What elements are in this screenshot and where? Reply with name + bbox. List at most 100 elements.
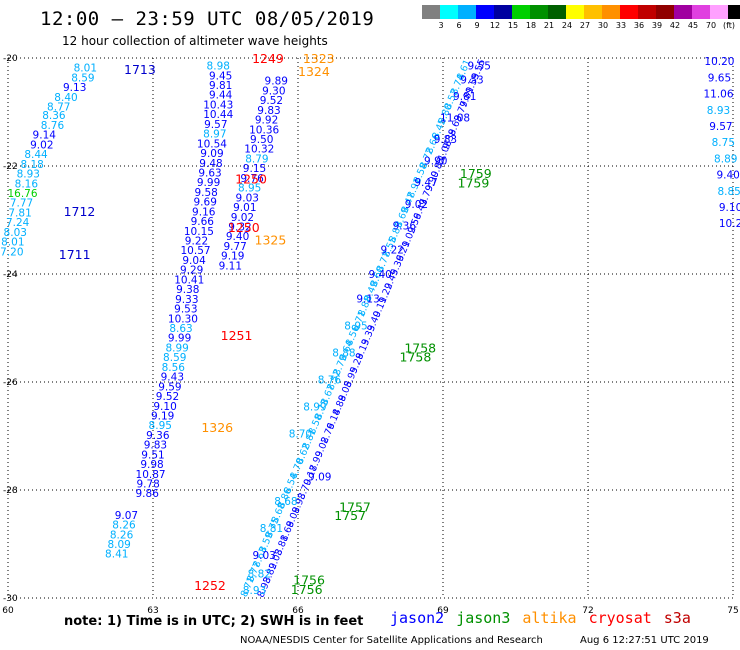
wave-height-label: 9.45: [209, 70, 232, 82]
wave-height-label: 9.03: [236, 192, 259, 204]
wave-height-label: 9.19: [221, 251, 244, 263]
wave-height-label: 10.57: [181, 245, 211, 257]
wave-height-label: 8.99: [303, 401, 326, 413]
color-swatch: [584, 5, 602, 19]
wave-height-label: 9.07: [115, 510, 138, 522]
wave-height-label: 9.36: [393, 220, 417, 232]
wave-height-label: 9.50: [250, 134, 273, 146]
color-swatch: [710, 5, 728, 19]
wave-height-label: 9.76: [240, 173, 264, 185]
wave-height-label: 9.77: [223, 241, 246, 253]
wave-height-label: 8.16: [15, 178, 39, 190]
color-swatch: [620, 5, 638, 19]
color-swatch: [458, 5, 476, 19]
color-swatch: [548, 5, 566, 19]
wave-height-label: 9.59: [158, 381, 181, 393]
x-tick-label: 75: [727, 606, 738, 616]
wave-height-label: 10.54: [197, 138, 227, 150]
color-swatch: [494, 5, 512, 19]
wave-height-label: 10.43: [203, 99, 233, 111]
wave-height-label: 9.78: [136, 479, 159, 491]
wave-height-label: 9.57: [204, 119, 227, 131]
wave-height-label: 7.20: [0, 246, 23, 258]
wave-height-label: 9.63: [198, 167, 221, 179]
color-scale-label: 45: [687, 21, 699, 30]
color-scale-label: 15: [507, 21, 519, 30]
color-swatch: [728, 5, 740, 19]
pass-time-label: 1758: [404, 341, 436, 356]
chart-title: 12:00 – 23:59 UTC 08/05/2019: [40, 8, 375, 30]
wave-height-label: 10.20: [704, 56, 734, 68]
wave-height-label: 10.15: [184, 226, 214, 238]
wave-height-label: 9.09: [308, 472, 331, 484]
wave-height-label: 9.33: [175, 294, 198, 306]
wave-height-label: 11.06: [703, 89, 733, 101]
pass-time-label: 1757: [339, 499, 371, 514]
color-scale-label: 12: [489, 21, 501, 30]
color-scale-bar: [422, 5, 740, 19]
y-tick-label: -26: [3, 378, 18, 388]
color-scale-labels: 3 6 9 12 15 18 21 24 27 30 33 36 39 42 45 70 (ft): [422, 21, 740, 33]
wave-height-label: 10.30: [168, 313, 198, 325]
wave-height-label: 9.40: [716, 170, 739, 182]
generated-timestamp: Aug 6 12:27:51 UTC 2019: [580, 635, 709, 646]
pass-time-label: 1251: [221, 328, 253, 343]
pass-time-label: 1324: [298, 64, 330, 79]
wave-height-label: 9.40: [226, 231, 249, 243]
wave-height-label: 9.29: [180, 265, 203, 277]
color-swatch: [530, 5, 548, 19]
wave-height-label: 9.99: [168, 333, 191, 345]
wave-height-label: 9.53: [174, 304, 197, 316]
color-swatch: [476, 5, 494, 19]
wave-height-label: 9.65: [708, 72, 731, 84]
color-swatch: [422, 5, 440, 19]
wave-height-label: 8.03: [4, 227, 27, 239]
color-scale-label: 39: [651, 21, 663, 30]
color-swatch: [566, 5, 584, 19]
wave-height-label: 11.08: [440, 112, 470, 124]
x-tick-label: 63: [147, 606, 158, 616]
wave-height-label: 8.79: [245, 153, 268, 165]
color-scale-label: 33: [615, 21, 627, 30]
wave-height-label: 8.70: [289, 428, 312, 440]
legend-item-cryosat: cryosat: [588, 609, 652, 627]
y-tick-label: -20: [3, 54, 18, 64]
wave-height-label: 9.89: [265, 76, 288, 88]
chart-subtitle: 12 hour collection of altimeter wave hei…: [62, 34, 328, 48]
wave-height-label: 8.63: [169, 323, 192, 335]
y-tick-label: -22: [3, 162, 18, 172]
wave-height-label: 9.22: [185, 236, 208, 248]
wave-height-label: 9.57: [709, 121, 732, 133]
color-swatch: [602, 5, 620, 19]
color-scale-label: 70: [705, 21, 717, 30]
wave-height-label: 9.01: [233, 202, 256, 214]
wave-height-label: 9.69: [194, 197, 217, 209]
wave-height-label: 9.10: [153, 401, 176, 413]
wave-height-label: 8.09: [107, 539, 130, 551]
legend-item-jason2: jason2: [390, 609, 445, 627]
wave-height-label: 8.99: [165, 342, 188, 354]
wave-height-label: 8.01: [74, 63, 97, 75]
wave-height-label: 9.55: [468, 61, 491, 73]
wave-height-label: 8.56: [162, 362, 186, 374]
wave-height-label: 9.14: [33, 130, 57, 142]
wave-height-label: 9.48: [199, 158, 222, 170]
wave-height-label: 10.41: [174, 274, 204, 286]
wave-height-label: 8.40: [54, 92, 77, 104]
wave-height-label: 9.38: [176, 284, 199, 296]
wave-height-label: 8.68: [274, 496, 297, 508]
wave-height-label: 9.51: [141, 449, 164, 461]
pass-time-label: 1756: [291, 582, 323, 597]
wave-height-label: 8.95: [344, 320, 367, 332]
x-tick-label: 72: [582, 606, 593, 616]
wave-height-label: 9.53: [460, 75, 483, 87]
wave-height-label: 8.81: [260, 523, 283, 535]
wave-height-label: 8.89: [714, 153, 737, 165]
pass-time-label: 1759: [458, 175, 490, 190]
wave-height-label: 7.81: [8, 207, 31, 219]
wave-height-label: 9.43: [161, 372, 184, 384]
wave-height-label: 8.44: [24, 149, 48, 161]
wave-height-label: 8.98: [207, 61, 230, 73]
wave-height-label: 10.2: [719, 218, 740, 230]
